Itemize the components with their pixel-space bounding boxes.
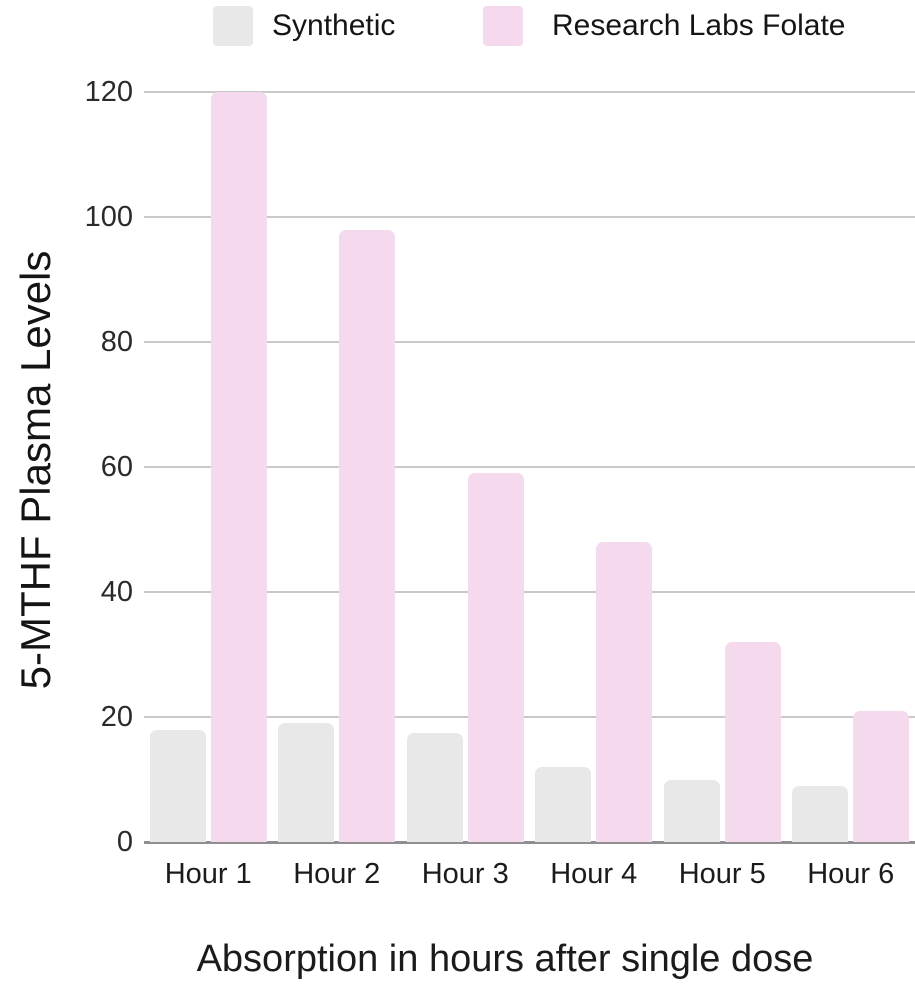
bar-synthetic-hour-2 [278,723,335,842]
chart-legend: Synthetic Research Labs Folate [0,0,915,55]
bar-research-labs-folate-hour-3 [467,473,524,842]
bar-group-hour-5 [658,92,787,842]
bar-research-labs-folate-hour-6 [853,710,910,842]
bar-group-hour-2 [273,92,402,842]
gridline-y-120 [144,91,915,93]
bar-synthetic-hour-5 [663,779,720,842]
bar-research-labs-folate-hour-5 [724,642,781,842]
legend-label-research-labs-folate: Research Labs Folate [552,9,846,42]
bar-group-hour-6 [787,92,915,842]
gridline-y-80 [144,341,915,343]
bar-group-hour-3 [401,92,530,842]
gridline-y-60 [144,466,915,468]
plot-area [144,91,915,844]
y-tick-label-20: 20 [100,701,133,733]
legend-synthetic-swatch-icon [213,6,253,46]
bar-research-labs-folate-hour-1 [210,92,267,842]
x-axis-title: Absorption in hours after single dose [196,938,814,980]
bar-research-labs-folate-hour-2 [339,229,396,842]
x-category-label-hour-2: Hour 2 [293,858,381,890]
y-tick-label-80: 80 [100,326,133,358]
gridline-y-20 [144,716,915,718]
x-category-label-hour-5: Hour 5 [678,858,766,890]
bar-synthetic-hour-6 [792,785,849,842]
gridline-y-40 [144,591,915,593]
bar-synthetic-hour-1 [149,729,206,842]
y-tick-label-0: 0 [116,826,133,858]
legend-label-synthetic: Synthetic [272,9,396,42]
y-tick-label-40: 40 [100,576,133,608]
gridline-y-100 [144,216,915,218]
bar-synthetic-hour-3 [406,732,463,842]
bar-group-hour-1 [144,92,273,842]
bar-synthetic-hour-4 [535,767,592,842]
y-tick-label-60: 60 [100,451,133,483]
x-category-label-hour-4: Hour 4 [550,858,638,890]
y-tick-label-120: 120 [84,76,133,108]
bar-group-hour-4 [530,92,659,842]
x-axis-line [144,841,915,844]
x-category-label-hour-6: Hour 6 [807,858,895,890]
bar-research-labs-folate-hour-4 [596,542,653,842]
y-tick-label-100: 100 [84,201,133,233]
legend-research-labs-folate-swatch-icon [483,6,523,46]
x-category-label-hour-1: Hour 1 [164,858,252,890]
x-category-label-hour-3: Hour 3 [421,858,509,890]
